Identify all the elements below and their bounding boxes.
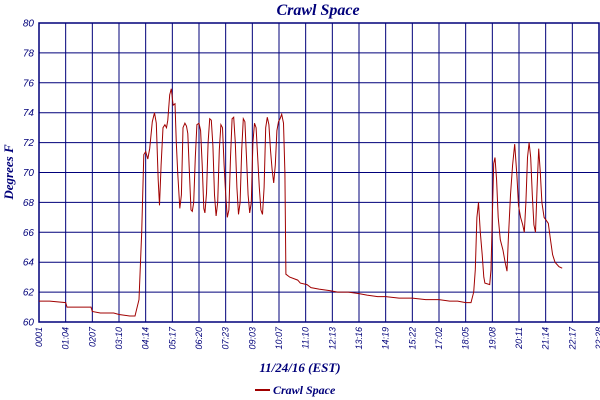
x-tick-label: 10:07 bbox=[274, 326, 284, 350]
y-tick-label: 80 bbox=[23, 19, 35, 30]
series-line-crawl-space bbox=[39, 88, 563, 317]
y-tick-label: 68 bbox=[23, 198, 35, 209]
x-tick-label: 12:13 bbox=[327, 327, 337, 350]
x-tick-label: 05:17 bbox=[167, 326, 177, 350]
x-tick-label: 19:08 bbox=[487, 327, 497, 350]
x-tick-label: 18:05 bbox=[461, 326, 471, 350]
y-tick-label: 76 bbox=[23, 78, 35, 89]
y-tick-label: 70 bbox=[23, 168, 35, 179]
y-tick-label: 64 bbox=[23, 258, 35, 269]
x-tick-label: 0207 bbox=[87, 326, 97, 347]
y-tick-label: 62 bbox=[23, 288, 35, 299]
y-tick-label: 74 bbox=[23, 108, 35, 119]
y-tick-label: 78 bbox=[23, 48, 35, 59]
x-tick-label: 09:03 bbox=[247, 327, 257, 350]
x-tick-label: 21:14 bbox=[541, 327, 551, 351]
x-tick-label: 13:16 bbox=[354, 327, 364, 350]
y-axis-title: Degrees F bbox=[1, 144, 16, 201]
x-tick-label: 20:11 bbox=[514, 327, 524, 350]
legend: Crawl Space bbox=[255, 383, 336, 397]
legend-label: Crawl Space bbox=[273, 383, 336, 397]
chart-title: Crawl Space bbox=[276, 2, 359, 19]
x-tick-label: 01:04 bbox=[61, 327, 71, 350]
x-tick-label: 22:28 bbox=[594, 327, 600, 351]
x-tick-label: 15:22 bbox=[407, 327, 417, 350]
grid-lines bbox=[38, 22, 600, 323]
x-tick-label: 0001 bbox=[34, 327, 44, 347]
x-tick-label: 07:23 bbox=[221, 327, 231, 350]
x-tick-label: 14:19 bbox=[381, 327, 391, 350]
x-tick-label: 06:20 bbox=[194, 327, 204, 350]
x-tick-label: 03:10 bbox=[114, 327, 124, 350]
y-tick-label: 66 bbox=[23, 228, 35, 239]
x-tick-label: 11:10 bbox=[301, 327, 311, 349]
x-tick-label: 04:14 bbox=[141, 327, 151, 350]
x-tick-label: 17:02 bbox=[434, 327, 444, 350]
x-tick-labels: 0001 01:04 0207 03:10 04:14 05:17 06:20 07:23 09… bbox=[34, 326, 600, 351]
x-tick-label: 22:17 bbox=[567, 326, 577, 351]
y-tick-label: 60 bbox=[23, 318, 35, 329]
y-tick-label: 72 bbox=[23, 138, 35, 149]
y-tick-labels: 60 62 64 66 68 70 72 74 76 78 80 bbox=[23, 19, 35, 329]
x-axis-title: 11/24/16 (EST) bbox=[259, 360, 340, 375]
